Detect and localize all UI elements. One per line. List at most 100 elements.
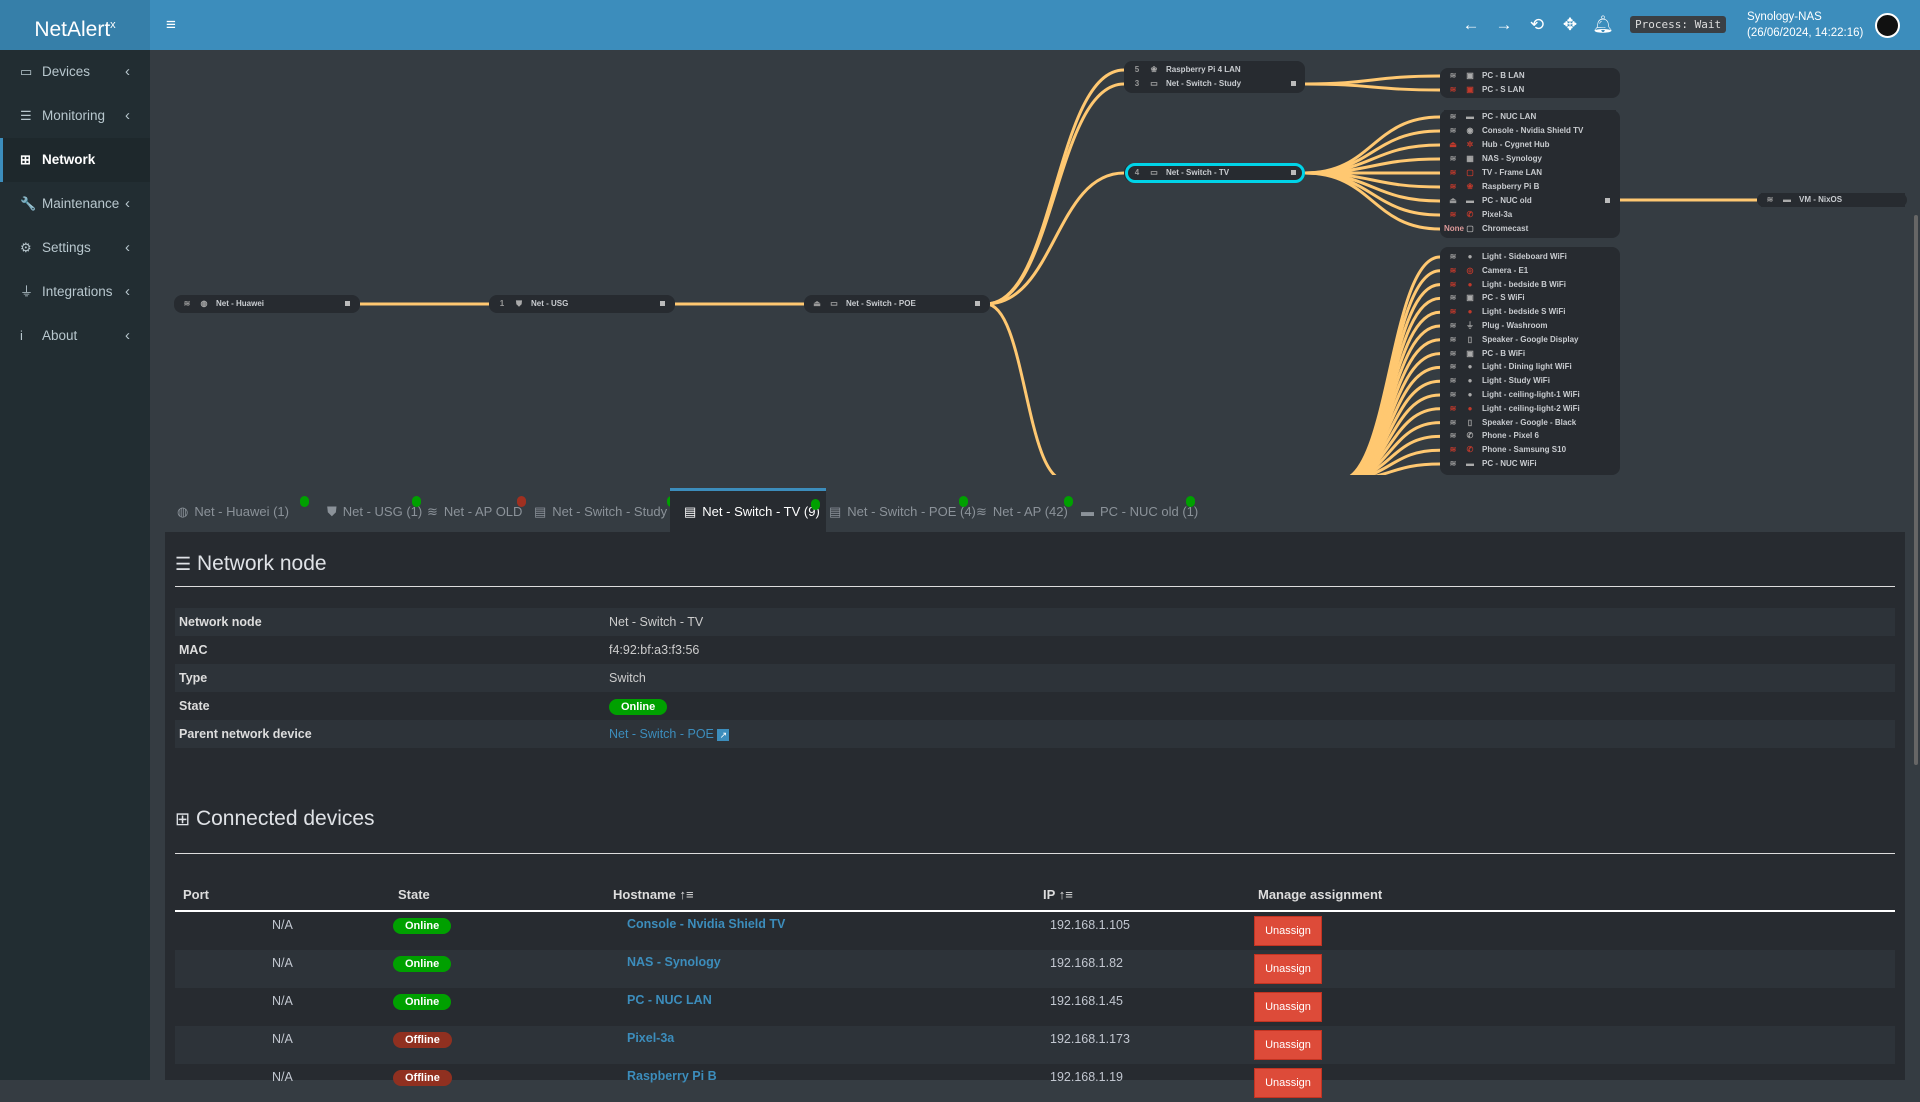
- chevron-left-icon[interactable]: ‹: [125, 283, 130, 300]
- arrow-left-icon[interactable]: ←: [1462, 15, 1480, 34]
- node-link[interactable]: Net - Switch - TV: [609, 615, 704, 629]
- tree-node[interactable]: ≋ ● Light - Sideboard WiFi: [1444, 250, 1616, 264]
- tab-7[interactable]: ≋ Net - AP (42): [962, 488, 1079, 532]
- tree-node[interactable]: ≋ ▯ Speaker - Google - Black: [1444, 415, 1616, 430]
- hamburger-icon[interactable]: ≡: [166, 15, 176, 34]
- tree-node[interactable]: ≋ ▯ Speaker - Google Display: [1444, 332, 1616, 347]
- port-indicator: ≋: [1449, 154, 1457, 163]
- sidebar-item-integrations[interactable]: ⏚ Integrations ‹: [0, 270, 150, 314]
- sitemap-icon: ⊞: [20, 152, 31, 167]
- tree-node[interactable]: ≋ ● Light - Dining light WiFi: [1444, 360, 1616, 375]
- tab-2[interactable]: ⛊ Net - USG (1): [313, 488, 427, 532]
- tree-node[interactable]: 1 ⛊ Net - USG: [493, 297, 671, 311]
- avatar[interactable]: [1875, 13, 1900, 38]
- port-indicator: ≋: [1449, 390, 1457, 399]
- refresh-icon[interactable]: ⟲: [1529, 15, 1545, 34]
- tv-icon: ▢: [1466, 224, 1474, 233]
- collapse-toggle[interactable]: [1291, 81, 1296, 86]
- tree-node[interactable]: ≋ ● Light - ceiling-light-1 WiFi: [1444, 388, 1616, 402]
- chevron-left-icon[interactable]: ‹: [125, 327, 130, 344]
- status-badge: Online: [609, 699, 668, 715]
- node-label: Chromecast: [1482, 224, 1529, 233]
- unassign-button[interactable]: Unassign: [1254, 1068, 1322, 1098]
- tree-node[interactable]: ≋ ● Light - Study WiFi: [1444, 374, 1616, 389]
- tree-node[interactable]: ≋ ▣ PC - S WiFi: [1444, 291, 1616, 306]
- tab-4[interactable]: ▤ Net - Switch - Study (2): [520, 488, 687, 532]
- chevron-left-icon[interactable]: ‹: [125, 239, 130, 256]
- sidebar-item-monitoring[interactable]: ☰ Monitoring ‹: [0, 94, 150, 138]
- sidebar-item-devices[interactable]: ▭ Devices ‹: [0, 50, 150, 94]
- node-label: Net - Switch - POE: [846, 299, 916, 308]
- arrow-right-icon[interactable]: →: [1495, 15, 1513, 34]
- tree-node[interactable]: ⏏ ▭ Net - Switch - POE: [808, 297, 986, 311]
- hostname-link[interactable]: Console - Nvidia Shield TV: [627, 917, 786, 931]
- unassign-button[interactable]: Unassign: [1254, 954, 1322, 984]
- tree-node[interactable]: ⏏ ▬ PC - NUC old: [1444, 194, 1616, 208]
- tree-node[interactable]: None ▢ Chromecast: [1444, 222, 1616, 236]
- switch-icon: ▭: [1150, 168, 1158, 177]
- chevron-left-icon[interactable]: ‹: [125, 195, 130, 212]
- hostname-link[interactable]: Pixel-3a: [627, 1031, 675, 1045]
- tree-node[interactable]: 3 ▭ Net - Switch - Study: [1128, 77, 1302, 91]
- collapse-toggle[interactable]: [1605, 198, 1610, 203]
- tree-node[interactable]: 4 ▭ Net - Switch - TV: [1125, 163, 1305, 183]
- unassign-button[interactable]: Unassign: [1254, 1030, 1322, 1060]
- col-ip[interactable]: IP ↑≡: [1043, 887, 1073, 902]
- tree-node[interactable]: ≋ ▬ PC - NUC LAN: [1444, 110, 1616, 124]
- tree-node[interactable]: ≋ ⏚ Plug - Washroom: [1444, 319, 1616, 333]
- tree-node[interactable]: ≋ ◎ Camera - E1: [1444, 263, 1616, 278]
- tree-node[interactable]: ≋ ❀ Raspberry Pi B: [1444, 180, 1616, 194]
- tree-node[interactable]: ⏏ ✲ Hub - Cygnet Hub: [1444, 138, 1616, 152]
- tab-8[interactable]: ▬ PC - NUC old (1): [1067, 488, 1201, 532]
- tree-node[interactable]: ≋ ▬ VM - NixOS: [1761, 193, 1905, 207]
- chevron-left-icon[interactable]: ‹: [125, 63, 130, 80]
- tree-edge: [1304, 82, 1441, 92]
- col-state[interactable]: State: [398, 887, 430, 902]
- sort-icon[interactable]: ↑≡: [1058, 887, 1073, 902]
- sidebar-item-settings[interactable]: ⚙ Settings ‹: [0, 226, 150, 270]
- sidebar-item-maintenance[interactable]: 🔧 Maintenance ‹: [0, 182, 150, 226]
- tree-node[interactable]: ≋ ▬ PC - NUC WiFi: [1444, 457, 1616, 471]
- tree-node[interactable]: ≋ ✆ Pixel-3a: [1444, 208, 1616, 222]
- tab-6[interactable]: ▤ Net - Switch - POE (4): [815, 488, 976, 532]
- tree-node[interactable]: ≋ ▣ PC - B WiFi: [1444, 346, 1616, 361]
- tab-1[interactable]: ◍ Net - Huawei (1): [163, 488, 315, 532]
- tree-node[interactable]: ≋ ✆ Phone - Samsung S10: [1444, 443, 1616, 458]
- collapse-toggle[interactable]: [1291, 170, 1296, 175]
- parent-link[interactable]: Net - Switch - POE: [609, 727, 714, 741]
- col-port[interactable]: Port: [183, 887, 209, 902]
- tree-node[interactable]: ≋ ● Light - bedside S WiFi: [1444, 305, 1616, 320]
- tree-node[interactable]: ≋ ▦ NAS - Synology: [1444, 152, 1616, 166]
- tree-node[interactable]: ≋ ▢ TV - Frame LAN: [1444, 166, 1616, 180]
- tree-node[interactable]: ≋ ◍ Net - Huawei: [178, 297, 356, 311]
- hostname-link[interactable]: PC - NUC LAN: [627, 993, 712, 1007]
- logo[interactable]: NetAlertx: [0, 0, 150, 50]
- node-label: Light - Dining light WiFi: [1482, 362, 1572, 372]
- sidebar-item-about[interactable]: i About ‹: [0, 314, 150, 358]
- tree-node[interactable]: ≋ ● Light - ceiling-light-2 WiFi: [1444, 401, 1616, 416]
- tab-3[interactable]: ≋ Net - AP OLD: [413, 488, 532, 532]
- tree-node[interactable]: ≋ ▣ PC - S LAN: [1444, 83, 1616, 97]
- unassign-button[interactable]: Unassign: [1254, 916, 1322, 946]
- sidebar-item-network[interactable]: ⊞ Network: [0, 138, 150, 182]
- hostname-link[interactable]: Raspberry Pi B: [627, 1069, 717, 1083]
- collapse-toggle[interactable]: [345, 301, 350, 306]
- unassign-button[interactable]: Unassign: [1254, 992, 1322, 1022]
- tab-5[interactable]: ▤ Net - Switch - TV (9): [670, 488, 826, 532]
- tree-node[interactable]: 5 ❀ Raspberry Pi 4 LAN: [1128, 63, 1302, 77]
- move-icon[interactable]: ✥: [1562, 15, 1578, 34]
- hostname-link[interactable]: NAS - Synology: [627, 955, 721, 969]
- chevron-left-icon[interactable]: ‹: [125, 107, 130, 124]
- node-label: Raspberry Pi 4 LAN: [1166, 65, 1241, 74]
- tree-node[interactable]: ≋ ● Light - bedside B WiFi: [1444, 277, 1616, 292]
- sort-icon[interactable]: ↑≡: [679, 887, 694, 902]
- collapse-toggle[interactable]: [660, 301, 665, 306]
- scrollbar[interactable]: [1914, 215, 1918, 765]
- collapse-toggle[interactable]: [975, 301, 980, 306]
- tree-node[interactable]: ≋ ▣ PC - B LAN: [1444, 69, 1616, 83]
- bell-icon[interactable]: 🔔︎: [1592, 15, 1614, 34]
- tree-node[interactable]: ≋ ◉ Console - Nvidia Shield TV: [1444, 124, 1616, 138]
- tree-node[interactable]: ≋ ✆ Phone - Pixel 6: [1444, 429, 1616, 444]
- external-link-icon[interactable]: ↗: [717, 729, 730, 741]
- col-hostname[interactable]: Hostname ↑≡: [613, 887, 694, 902]
